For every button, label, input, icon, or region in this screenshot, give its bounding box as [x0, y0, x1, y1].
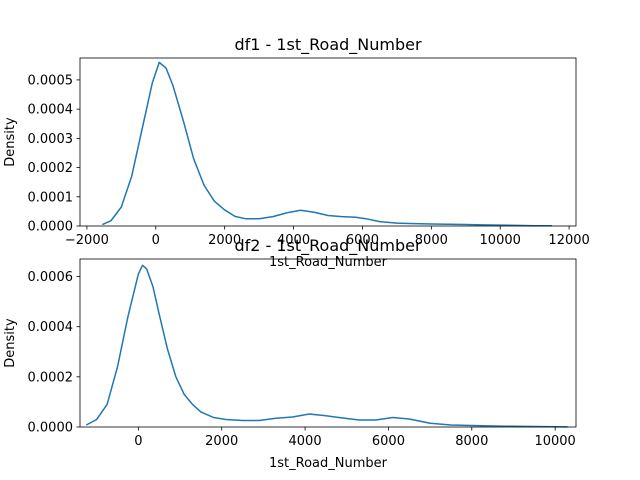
- y-tick-label: 0.0003: [28, 132, 74, 147]
- y-tick-label: 0.0000: [28, 421, 74, 436]
- x-tick-label: −2000: [65, 233, 109, 248]
- y-axis-label: Density: [3, 117, 18, 167]
- x-axis-label: 1st_Road_Number: [269, 255, 388, 270]
- y-tick-label: 0.0005: [28, 73, 74, 88]
- x-tick-label: 6000: [372, 434, 405, 449]
- x-tick-label: 2000: [205, 434, 238, 449]
- x-tick-label: 8000: [415, 233, 448, 248]
- axes-frame: [79, 57, 577, 227]
- y-axis-label: Density: [3, 318, 18, 368]
- y-tick-label: 0.0002: [28, 161, 74, 176]
- y-tick-label: 0.0004: [28, 103, 74, 118]
- y-tick-label: 0.0002: [28, 370, 74, 385]
- subplot-2: 0 2000 4000 6000 8000 10000 0.0000 0.0002 0.0004…: [3, 236, 577, 471]
- x-tick-label: 6000: [346, 233, 379, 248]
- chart-title: df1 - 1st_Road_Number: [234, 35, 422, 55]
- axes-frame: [79, 258, 577, 428]
- y-tick-label: 0.0004: [28, 320, 74, 335]
- y-tick-label: 0.0001: [28, 190, 74, 205]
- x-axis-label: 1st_Road_Number: [269, 456, 388, 471]
- x-tick-label: 0: [152, 233, 160, 248]
- x-tick-label: 2000: [208, 233, 241, 248]
- series-line-1: [85, 264, 568, 428]
- subplot-1: −2000 0 2000 4000 6000 8000 10000 12000 0.0000 0.…: [3, 35, 590, 270]
- y-tick-label: 0.0000: [28, 220, 74, 235]
- x-tick-label: 10000: [480, 233, 521, 248]
- series-line-1: [102, 61, 552, 227]
- x-tick-label: 10000: [534, 434, 575, 449]
- y-tick-label: 0.0006: [28, 270, 74, 285]
- x-tick-label: 4000: [277, 233, 310, 248]
- x-tick-label: 4000: [289, 434, 322, 449]
- x-tick-label: 0: [134, 434, 142, 449]
- x-tick-label: 8000: [455, 434, 488, 449]
- x-tick-label: 12000: [548, 233, 589, 248]
- chart-title: df2 - 1st_Road_Number: [234, 236, 422, 256]
